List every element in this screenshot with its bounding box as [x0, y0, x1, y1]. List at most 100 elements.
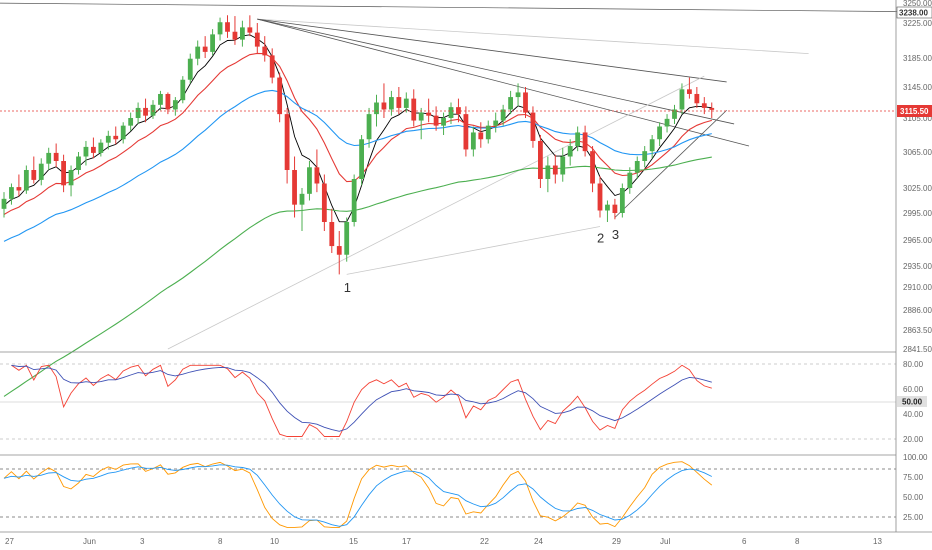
candle-body — [485, 125, 491, 140]
stoch-tick-label: 50.00 — [903, 493, 924, 502]
candle-body — [366, 114, 372, 140]
candle-body — [701, 103, 707, 108]
candle-body — [403, 98, 409, 108]
candle-body — [411, 98, 417, 121]
candle-body — [649, 139, 655, 152]
candle-body — [374, 102, 379, 115]
main-price-pane[interactable]: 1 2 3 — [0, 0, 932, 397]
candle-body — [202, 46, 208, 52]
candle-body — [232, 31, 238, 40]
stoch-k-line — [3, 461, 713, 528]
rsi-fast-line — [11, 364, 712, 437]
candle-body — [240, 27, 245, 40]
wave-support-line — [346, 226, 601, 275]
time-tick-label: 6 — [742, 537, 747, 546]
faint-uptrend-line — [167, 75, 705, 350]
candle-body — [53, 152, 59, 161]
time-axis[interactable]: 27 Jun 3 8 10 15 17 22 24 29 Jul 6 8 13 — [5, 537, 882, 546]
candle-body — [500, 109, 506, 121]
wave-channel-line — [614, 109, 727, 218]
stoch-tick-label: 25.00 — [903, 513, 924, 522]
candle-body — [627, 172, 633, 188]
stoch-tick-label: 75.00 — [903, 473, 924, 482]
candle-body — [299, 193, 305, 205]
candle-body — [135, 107, 141, 118]
candle-body — [590, 151, 595, 184]
candle-body — [128, 118, 134, 126]
candle-body — [396, 97, 402, 108]
rsi-tick-label: 20.00 — [903, 435, 924, 444]
candle-body — [336, 246, 342, 255]
price-tick-label: 2886.00 — [903, 306, 932, 315]
candle-body — [105, 135, 111, 143]
rsi-axis[interactable]: 80.00 60.00 40.00 20.00 50.00 — [897, 360, 927, 444]
candle-body — [1, 198, 7, 209]
candle-body — [448, 107, 454, 118]
candle-body — [552, 165, 558, 175]
stochastic-axis[interactable]: 100.00 75.00 50.00 25.00 — [903, 453, 928, 522]
candle-body — [277, 77, 283, 115]
candle-body — [463, 114, 469, 150]
stoch-d-line — [3, 464, 712, 527]
time-tick-label: 15 — [349, 537, 358, 546]
candle-body — [187, 58, 193, 80]
candle-body — [351, 179, 357, 222]
candle-body — [46, 152, 52, 164]
candle-body — [143, 107, 148, 116]
time-tick-label: 10 — [270, 537, 279, 546]
candle-body — [478, 132, 484, 140]
time-tick-label: 24 — [534, 537, 543, 546]
trendlines — [0, 2, 932, 350]
candle-body — [195, 46, 201, 59]
candle-body — [38, 163, 44, 180]
price-tick-label: 3250.00 — [903, 0, 932, 8]
candle-body — [493, 120, 499, 126]
rsi-pane[interactable] — [0, 363, 896, 440]
price-axis[interactable]: 3250.00 3225.00 3185.00 3145.00 3105.00 3065.… — [896, 0, 932, 354]
candle-body — [254, 32, 260, 47]
time-tick-label: Jun — [83, 537, 96, 546]
rsi-tick-label: 80.00 — [903, 360, 924, 369]
candle-body — [545, 165, 551, 179]
candle-body — [582, 132, 588, 152]
candle-body — [76, 156, 81, 170]
wave-label-2: 2 — [597, 231, 604, 246]
candle-body — [664, 118, 670, 127]
candle-body — [359, 139, 364, 179]
price-tick-label: 3105.00 — [903, 114, 932, 123]
ma-line-30 — [3, 89, 712, 242]
candle-body — [210, 34, 215, 52]
candle-body — [381, 102, 387, 110]
candle-body — [389, 97, 394, 110]
candle-body — [120, 125, 126, 140]
candle-body — [180, 79, 186, 101]
time-tick-label: 27 — [5, 537, 14, 546]
candle-body — [575, 132, 581, 147]
price-tick-label: 2841.50 — [903, 345, 932, 354]
candle-body — [217, 22, 223, 35]
trendline-middle — [257, 18, 735, 125]
rsi-value-tag-text: 50.00 — [902, 398, 923, 407]
candle-body — [158, 93, 163, 105]
candle-body — [634, 161, 640, 173]
candle-body — [98, 142, 104, 153]
line-price-tag-background — [896, 6, 932, 19]
ma-line-12 — [3, 52, 712, 215]
candle-body — [426, 112, 432, 116]
price-tick-label: 2935.00 — [903, 262, 932, 271]
candle-body — [225, 22, 230, 32]
line-price-tag: 3238.00 — [896, 6, 932, 19]
rsi-slow-line — [11, 364, 712, 432]
rsi-tick-label: 60.00 — [903, 385, 924, 394]
time-tick-label: 17 — [402, 537, 411, 546]
candle-body — [113, 135, 119, 140]
price-tick-label: 3185.00 — [903, 54, 932, 63]
time-tick-label: Jul — [660, 537, 670, 546]
stochastic-pane[interactable] — [0, 461, 896, 528]
wave-label-1: 1 — [344, 280, 351, 295]
candle-body — [672, 109, 677, 119]
candle-body — [657, 126, 662, 140]
candle-body — [314, 167, 320, 184]
resistance-line-top — [0, 2, 932, 13]
